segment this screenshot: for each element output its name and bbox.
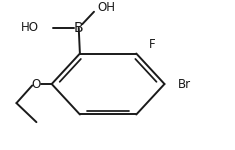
Text: HO: HO <box>21 21 39 34</box>
Text: OH: OH <box>98 1 116 14</box>
Text: O: O <box>32 78 41 90</box>
Text: F: F <box>149 38 156 51</box>
Text: Br: Br <box>177 78 191 90</box>
Text: B: B <box>74 21 83 35</box>
